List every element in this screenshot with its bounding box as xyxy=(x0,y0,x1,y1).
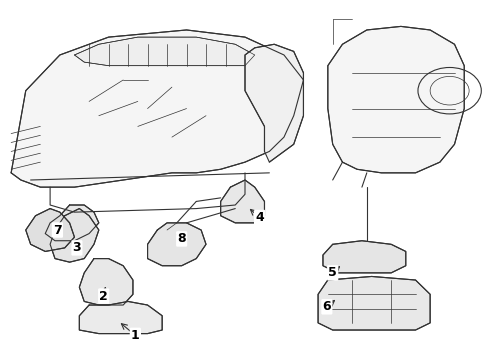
Polygon shape xyxy=(245,44,303,162)
Polygon shape xyxy=(79,258,133,305)
Text: 8: 8 xyxy=(177,233,186,246)
Polygon shape xyxy=(74,37,255,66)
Polygon shape xyxy=(220,180,265,223)
Polygon shape xyxy=(79,301,162,334)
Polygon shape xyxy=(11,30,303,187)
Text: 1: 1 xyxy=(131,329,140,342)
Polygon shape xyxy=(323,241,406,273)
Text: 4: 4 xyxy=(255,211,264,224)
Polygon shape xyxy=(318,276,430,330)
Text: 7: 7 xyxy=(53,224,62,237)
Polygon shape xyxy=(50,208,99,262)
Polygon shape xyxy=(147,223,206,266)
Text: 2: 2 xyxy=(99,289,108,303)
Text: 3: 3 xyxy=(73,241,81,255)
Text: 5: 5 xyxy=(328,266,337,279)
Polygon shape xyxy=(328,26,464,173)
Polygon shape xyxy=(45,205,99,241)
Polygon shape xyxy=(26,208,74,251)
Text: 6: 6 xyxy=(322,300,331,313)
